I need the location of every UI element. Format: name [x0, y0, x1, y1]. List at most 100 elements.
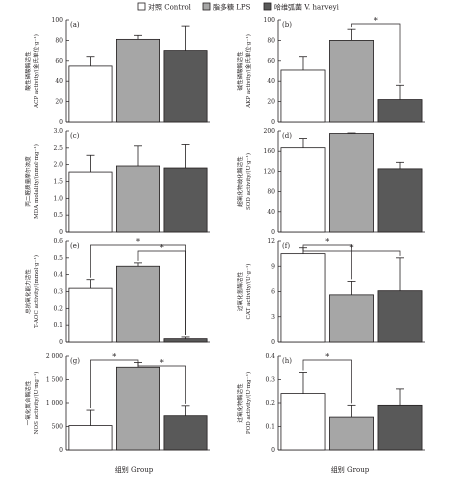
y-tick-label: 20 [55, 99, 63, 106]
y-axis-title-en: MDA molality/(nmol·mg⁻¹) [33, 144, 40, 219]
bar [68, 171, 113, 233]
significance-star: * [160, 244, 164, 253]
significance-bracket [302, 244, 352, 280]
bar [280, 147, 326, 233]
panel-e: 0 0.1 0.2 0.3 0.4 0.5 0.6 (e) 总抗氧化能力活性 T-AOC acti… [24, 238, 210, 346]
y-tick-label: 0.2 [53, 305, 63, 312]
y-tick-label: 0.4 [265, 353, 275, 360]
x-axis-label-left: 组别 Group [115, 465, 154, 474]
panel-b: 0 20 40 60 80 100 (b) 碱性磷酸酶活性 AKP activity/(金氏单位… [236, 17, 425, 126]
bar [163, 338, 208, 343]
bar [116, 38, 161, 123]
y-tick-label: 60 [55, 58, 63, 65]
panel-label: (f) [282, 242, 290, 250]
y-tick-label: 3 [271, 314, 275, 321]
x-axis-label-right: 组别 Group [331, 465, 370, 474]
legend-label-2: 哈维弧菌 V. harveyi [274, 3, 340, 12]
y-axis-title-cn: 碱性磷酸酶活性 [236, 51, 244, 91]
bar [163, 415, 208, 451]
y-axis-title-en: NOS activity/(U·mg⁻¹) [33, 372, 40, 435]
significance-bracket [90, 359, 139, 409]
bar [329, 40, 374, 123]
bar [163, 167, 208, 233]
panel-label: (g) [70, 357, 80, 365]
y-axis-title-en: ACP activity/(金氏单位·g⁻¹) [32, 34, 40, 109]
bar [116, 366, 161, 451]
y-tick-label: 12 [267, 238, 275, 245]
y-tick-label: 9 [271, 263, 275, 270]
y-tick-label: 0.5 [53, 255, 63, 262]
y-tick-label: 0.3 [53, 289, 63, 296]
significance-star: * [136, 238, 140, 247]
bar [377, 99, 423, 123]
y-tick-label: 1.0 [53, 195, 63, 202]
y-tick-label: 20 [267, 99, 275, 106]
y-tick-label: 2 000 [46, 353, 63, 360]
bar [280, 393, 326, 451]
y-tick-label: 200 [264, 128, 276, 135]
y-tick-label: 120 [264, 168, 276, 175]
y-axis-title-cn: 总抗氧化能力活性 [24, 269, 32, 314]
y-axis-title-en: AKP activity/(金氏单位·g⁻¹) [244, 34, 252, 109]
y-tick-label: 0.2 [265, 400, 275, 407]
y-axis-title-cn: 过氧化氢酶活性 [236, 272, 244, 312]
legend-label-1: 脂多糖 LPS [213, 3, 251, 12]
y-tick-label: 1 000 [46, 400, 63, 407]
bar [68, 65, 113, 123]
significance-bracket [137, 360, 186, 404]
significance-star: * [112, 353, 116, 362]
bar [163, 50, 208, 123]
y-tick-label: 2.0 [53, 162, 63, 169]
significance-bracket [302, 245, 401, 256]
panel-label: (d) [282, 132, 292, 140]
y-tick-label: 2.5 [53, 145, 63, 152]
y-axis-title-en: SOD activity/(U·g⁻¹) [245, 153, 252, 210]
y-axis-title-cn: 超氧化物歧化酶活性 [236, 156, 244, 207]
y-tick-label: 0 [59, 339, 63, 346]
y-tick-label: 500 [52, 424, 64, 431]
legend: 对照 Control 脂多糖 LPS 哈维弧菌 V. harveyi [137, 2, 340, 12]
y-tick-label: 0 [271, 229, 275, 236]
y-tick-label: 1 500 [46, 377, 63, 384]
y-tick-label: 0.4 [53, 272, 63, 279]
y-tick-label: 6 [271, 289, 275, 296]
panel-h: 0 0.1 0.2 0.3 0.4 (h) 过氧化物酶活性 POD activity/(U·m… [236, 353, 425, 454]
y-tick-label: 40 [55, 78, 63, 85]
panel-label: (b) [282, 21, 292, 29]
bar [280, 253, 326, 343]
bar [116, 165, 161, 233]
y-axis-title-en: POD activity/(U·mg⁻¹) [245, 372, 252, 434]
bar [329, 294, 374, 343]
significance-star: * [325, 353, 329, 362]
y-tick-label: 80 [55, 37, 63, 44]
y-tick-label: 40 [267, 78, 275, 85]
legend-swatch-1 [202, 2, 211, 11]
y-tick-label: 0.5 [53, 212, 63, 219]
panel-label: (c) [70, 132, 80, 140]
y-tick-label: 0 [271, 119, 275, 126]
y-tick-label: 0.6 [53, 238, 63, 245]
y-axis-title-en: CAT activity/(U·g⁻¹) [245, 264, 252, 320]
y-tick-label: 80 [267, 189, 275, 196]
y-tick-label: 0.1 [53, 322, 63, 329]
y-axis-title-en: T-AOC activity/(mmol·g⁻¹) [33, 255, 40, 328]
y-tick-label: 0 [59, 229, 63, 236]
y-tick-label: 3.0 [53, 128, 63, 135]
y-tick-label: 100 [52, 17, 64, 24]
legend-label-0: 对照 Control [148, 3, 192, 12]
panel-g: 0 500 1 000 1 500 2 000 (g) 一氧化氮合酶活性 NOS activi… [24, 353, 210, 454]
y-tick-label: 0.1 [265, 424, 275, 431]
significance-star: * [325, 238, 329, 247]
y-tick-label: 60 [267, 58, 275, 65]
bar [329, 133, 374, 233]
y-axis-title-cn: 丙二醛质量摩尔浓度 [24, 156, 32, 207]
significance-star: * [160, 359, 164, 368]
bar [377, 404, 423, 451]
y-tick-label: 0 [271, 339, 275, 346]
panel-c: 0 0.5 1.0 1.5 2.0 2.5 3.0 (c) 丙二醛质量摩尔浓度 MDA molal… [24, 128, 210, 236]
panel-d: 0 40 80 120 160 200 (d) 超氧化物歧化酶活性 SOD activity/(… [236, 128, 425, 236]
significance-bracket [351, 23, 401, 84]
bar [377, 290, 423, 343]
significance-bracket [137, 250, 186, 335]
